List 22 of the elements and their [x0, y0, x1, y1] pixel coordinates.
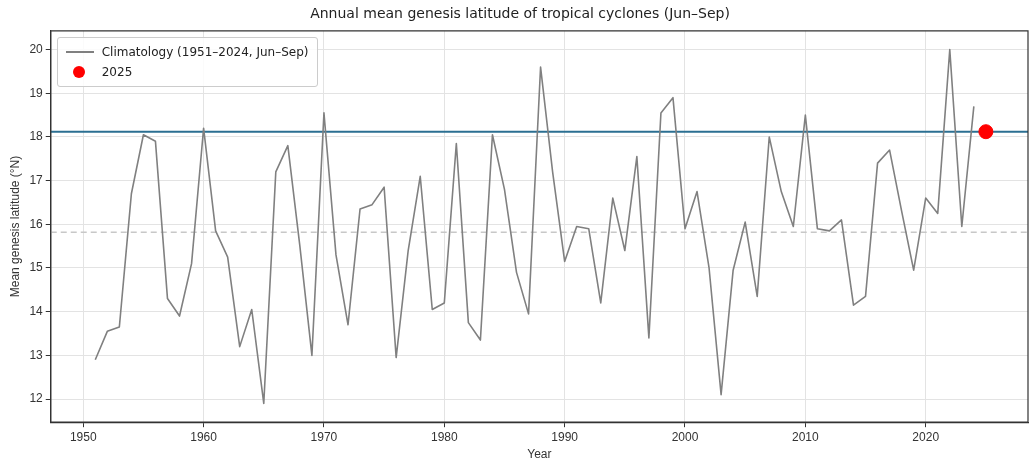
x-tick-label: 1950 — [69, 429, 97, 444]
y-tick-label: 12 — [29, 391, 44, 406]
x-tick-label: 1980 — [430, 429, 458, 444]
legend-label: Climatology (1951–2024, Jun–Sep) — [101, 44, 309, 59]
y-tick-label: 20 — [29, 41, 44, 56]
y-tick-label: 14 — [29, 303, 44, 318]
y-tick-label: 17 — [29, 172, 44, 187]
legend-label: 2025 — [101, 64, 133, 79]
x-tick-label: 1960 — [190, 429, 218, 444]
x-axis-title: Year — [527, 447, 552, 462]
y-tick-label: 16 — [29, 216, 44, 231]
y-tick-label: 18 — [29, 129, 44, 144]
y-tick-label: 15 — [29, 260, 44, 275]
x-tick-label: 1970 — [310, 429, 338, 444]
x-tick-label: 1990 — [551, 429, 579, 444]
x-tick-label: 2020 — [912, 429, 940, 444]
y-axis-title: Mean genesis latitude (°N) — [7, 155, 22, 298]
y-tick-label: 19 — [29, 85, 44, 100]
x-tick-label: 2010 — [792, 429, 820, 444]
chart-title: Annual mean genesis latitude of tropical cyclones (Jun–Sep) — [310, 5, 730, 22]
x-tick-label: 2000 — [671, 429, 699, 444]
y-tick-label: 13 — [29, 347, 44, 362]
